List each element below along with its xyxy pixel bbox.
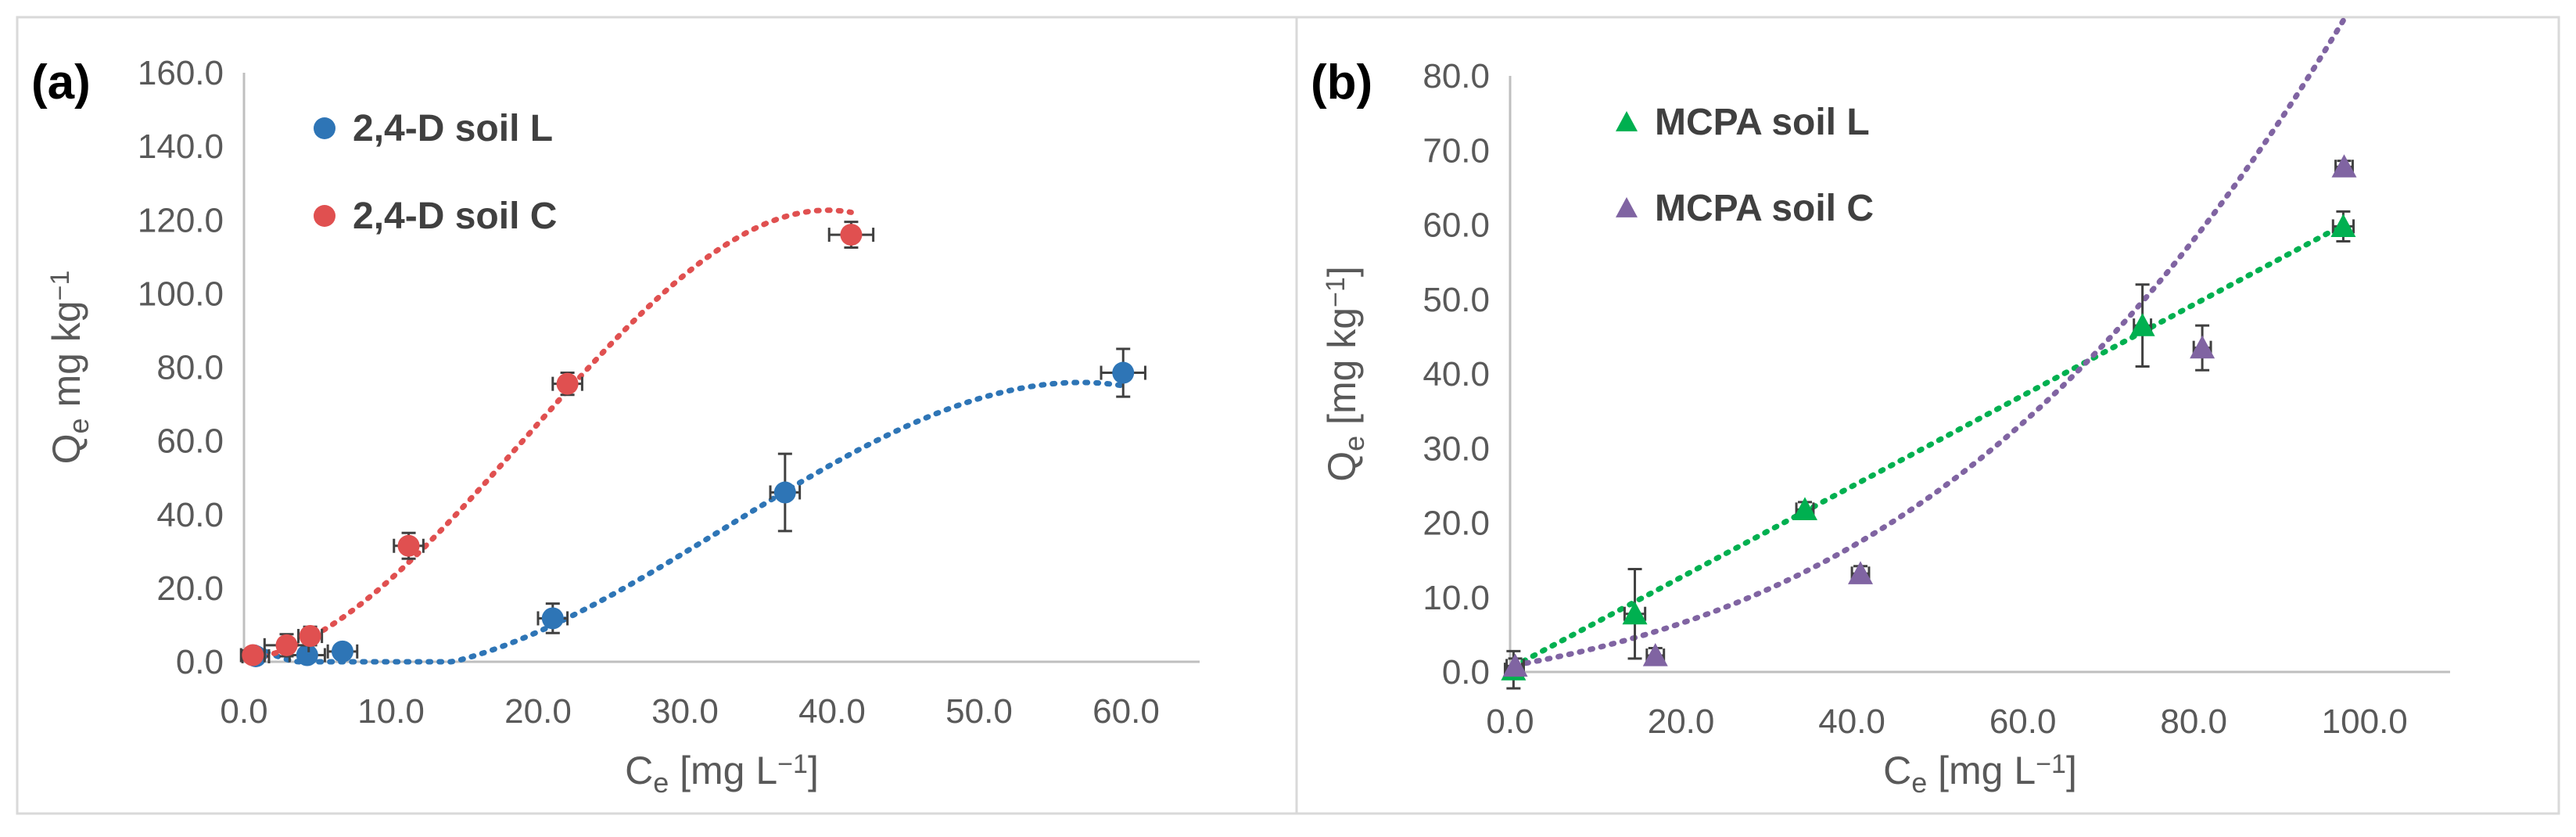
- trendline-series-1: [249, 207, 854, 662]
- y-tick-label: 160.0: [138, 54, 224, 92]
- data-point-series-1: [1848, 561, 1874, 584]
- x-tick-label: 20.0: [504, 692, 572, 731]
- y-axis-title-sub: e: [1338, 436, 1370, 451]
- data-point-series-1: [275, 634, 298, 656]
- x-tick-label: 10.0: [357, 692, 425, 731]
- data-point-series-1: [840, 224, 863, 246]
- y-tick-label: 60.0: [1423, 207, 1490, 245]
- data-point-series-0: [2330, 214, 2356, 238]
- y-tick-label: 0.0: [176, 643, 224, 681]
- x-axis-title-sup: −1: [777, 749, 808, 779]
- x-axis-title-unit: [mg L: [669, 749, 777, 792]
- chart-panel-1: 0.0 10.0 20.0 30.0 40.0 50.0 60.0 70.0 80.0 0.0 20…: [1295, 16, 2560, 815]
- x-tick-label: 40.0: [798, 692, 866, 731]
- y-tick-label: 40.0: [156, 496, 224, 534]
- y-tick-label: 80.0: [1423, 57, 1490, 95]
- x-axis-title-sub: e: [653, 767, 669, 799]
- data-point-series-0: [2129, 313, 2155, 336]
- panel-label: (a): [31, 56, 91, 110]
- x-tick-label: 60.0: [1092, 692, 1160, 731]
- chart-panel-0: 0.0 20.0 40.0 60.0 80.0 100.0 120.0 140.0 160.0 0…: [16, 16, 1298, 815]
- x-tick-label: 80.0: [2160, 702, 2227, 741]
- data-point-series-1: [2190, 335, 2215, 359]
- data-point-series-1: [299, 625, 321, 648]
- data-point-series-0: [1112, 361, 1135, 384]
- x-axis-title-sup: −1: [2036, 749, 2066, 779]
- x-axis-title: Ce [mg L−1]: [625, 749, 819, 799]
- data-point-series-0: [1792, 497, 1817, 520]
- data-point-series-0: [773, 481, 796, 504]
- y-axis-title-end: ]: [1320, 266, 1364, 277]
- legend-label-series-0: 2,4-D soil L: [353, 108, 553, 149]
- data-point-series-0: [1622, 601, 1648, 625]
- legend-label-series-1: MCPA soil C: [1655, 188, 1874, 229]
- y-tick-label: 60.0: [156, 422, 224, 461]
- x-axis-title: Ce [mg L−1]: [1883, 749, 2077, 799]
- legend-label-series-0: MCPA soil L: [1655, 102, 1870, 143]
- y-tick-label: 40.0: [1423, 355, 1490, 393]
- y-tick-label: 70.0: [1423, 131, 1490, 170]
- trendline-series-0: [1510, 222, 2346, 670]
- y-axis-title-sup: −1: [1321, 277, 1351, 307]
- data-point-series-1: [397, 534, 420, 557]
- data-point-series-0: [331, 640, 353, 663]
- x-axis-title-end: ]: [2066, 749, 2077, 792]
- y-axis-title: Qe mg kg−1: [45, 271, 95, 465]
- y-tick-label: 20.0: [156, 569, 224, 608]
- x-axis-title-sub: e: [1911, 767, 1927, 799]
- x-tick-label: 0.0: [220, 692, 267, 731]
- x-axis-title-end: ]: [808, 749, 819, 792]
- x-axis-title-main: C: [625, 749, 653, 792]
- x-tick-label: 30.0: [651, 692, 719, 731]
- y-tick-label: 50.0: [1423, 281, 1490, 319]
- x-axis-title-unit: [mg L: [1927, 749, 2036, 792]
- x-tick-label: 40.0: [1818, 702, 1885, 741]
- y-tick-label: 0.0: [1442, 653, 1490, 692]
- panel-frame: [1295, 16, 2560, 815]
- x-tick-label: 50.0: [945, 692, 1013, 731]
- legend-marker-series-0: [1616, 111, 1638, 131]
- trendline-series-0: [253, 379, 1126, 665]
- x-tick-label: 60.0: [1989, 702, 2057, 741]
- y-tick-label: 140.0: [138, 128, 224, 166]
- data-point-series-1: [1502, 653, 1528, 677]
- data-point-series-1: [2331, 154, 2357, 178]
- panel-label: (b): [1311, 56, 1372, 110]
- data-point-series-0: [541, 607, 564, 630]
- data-point-series-1: [1642, 643, 1668, 666]
- data-point-series-1: [556, 372, 579, 395]
- y-axis-title-main: Q: [45, 433, 88, 464]
- trendline-series-1: [1512, 16, 2347, 668]
- y-tick-label: 10.0: [1423, 579, 1490, 617]
- legend-label-series-1: 2,4-D soil C: [353, 196, 557, 237]
- legend-marker-series-1: [314, 205, 335, 227]
- y-axis-title-unit: mg kg: [45, 300, 88, 418]
- y-tick-label: 120.0: [138, 201, 224, 239]
- x-tick-label: 100.0: [2322, 702, 2408, 741]
- y-axis-title: Qe [mg kg−1]: [1320, 266, 1370, 482]
- y-tick-label: 30.0: [1423, 429, 1490, 468]
- y-tick-label: 20.0: [1423, 505, 1490, 543]
- y-axis-title-sup: −1: [45, 271, 75, 301]
- data-point-series-0: [296, 644, 318, 666]
- x-tick-label: 0.0: [1486, 702, 1534, 741]
- legend-marker-series-1: [1616, 197, 1638, 217]
- x-axis-title-main: C: [1883, 749, 1911, 792]
- y-axis-title-sub: e: [63, 418, 95, 433]
- y-tick-label: 100.0: [138, 275, 224, 313]
- y-axis-title-unit: [mg kg: [1320, 307, 1364, 436]
- x-tick-label: 20.0: [1648, 702, 1715, 741]
- data-point-series-1: [242, 644, 264, 666]
- y-tick-label: 80.0: [156, 349, 224, 387]
- legend-marker-series-0: [314, 117, 335, 139]
- y-axis-title-main: Q: [1320, 451, 1364, 482]
